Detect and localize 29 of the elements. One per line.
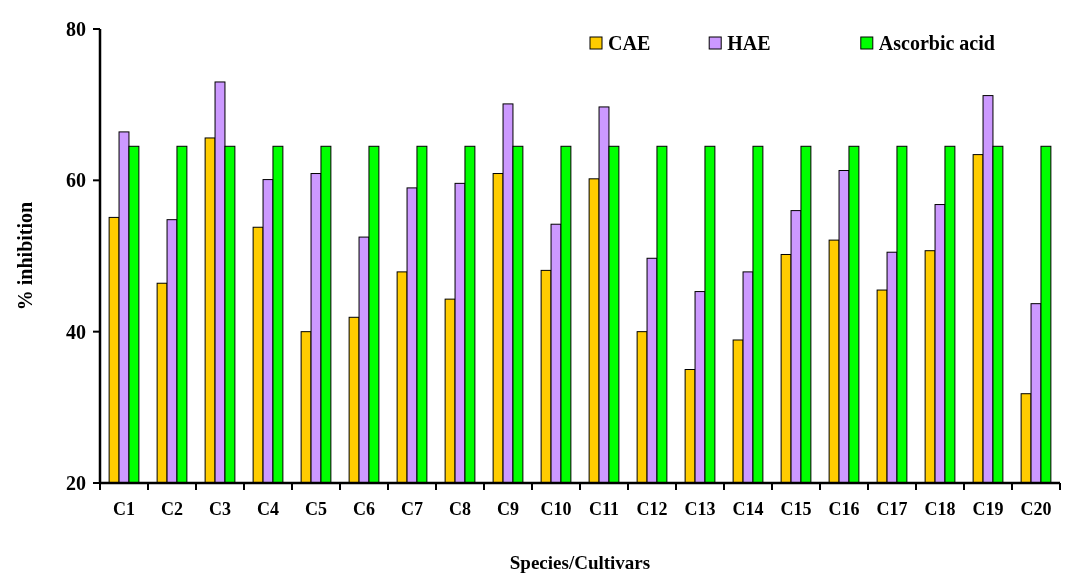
x-tick-label: C14	[732, 499, 764, 519]
x-tick-label: C5	[305, 499, 327, 519]
x-tick-label: C15	[780, 499, 812, 519]
y-tick-label: 80	[66, 18, 86, 40]
x-tick-label: C13	[684, 499, 716, 519]
x-tick-label: C6	[353, 499, 375, 519]
x-tick-label: C8	[449, 499, 471, 519]
x-tick-label: C3	[209, 499, 231, 519]
x-tick-label: C18	[924, 499, 956, 519]
x-tick-label: C10	[540, 499, 572, 519]
y-tick-label: 20	[66, 472, 86, 494]
y-axis-title: % inhibition	[14, 201, 36, 311]
y-tick-label: 60	[66, 169, 86, 192]
x-tick-label: C9	[497, 499, 519, 519]
x-axis-title: Species/Cultivars	[509, 552, 651, 573]
x-tick-label: C7	[401, 499, 423, 519]
x-tick-label: C19	[972, 499, 1004, 519]
x-tick-label: C4	[257, 499, 279, 519]
y-tick-label: 40	[66, 320, 86, 343]
x-tick-label: C16	[828, 499, 860, 519]
x-tick-label: C1	[113, 499, 135, 519]
x-tick-label: C11	[588, 499, 620, 519]
x-tick-label: C17	[876, 499, 908, 519]
x-tick-label: C12	[636, 499, 668, 519]
legend-label: CAE	[608, 32, 651, 54]
legend-label: Ascorbic acid	[878, 32, 995, 54]
legend-label: HAE	[727, 32, 771, 54]
x-tick-label: C2	[161, 499, 183, 519]
x-tick-label: C20	[1020, 499, 1052, 519]
